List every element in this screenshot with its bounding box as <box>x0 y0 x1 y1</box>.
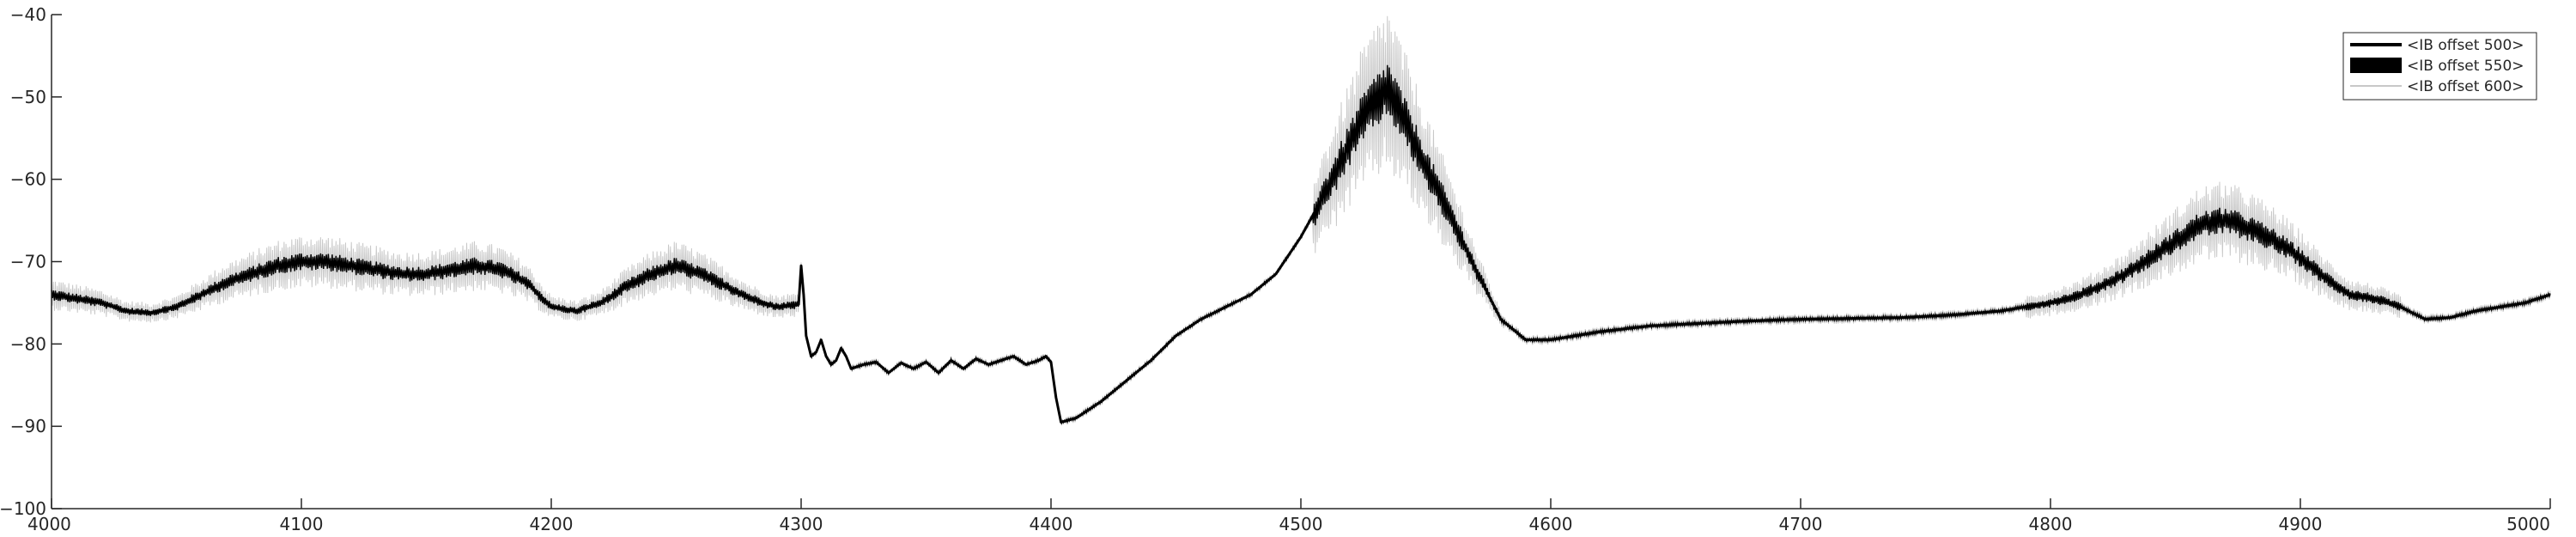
y-tick-label: −100 <box>0 498 46 519</box>
series-layer <box>51 15 2551 426</box>
x-tick-label: 4800 <box>2029 514 2073 534</box>
y-tick-label: −50 <box>10 87 46 107</box>
x-tick-label: 4000 <box>27 514 71 534</box>
y-tick-label: −70 <box>10 252 46 272</box>
legend: <IB offset 500> <IB offset 550> <IB offs… <box>2342 32 2537 101</box>
x-tick-label: 4300 <box>780 514 823 534</box>
x-tick-label: 4200 <box>530 514 574 534</box>
x-tick-label: 4500 <box>1279 514 1323 534</box>
y-tick-label: −90 <box>10 416 46 436</box>
y-tick-label: −40 <box>10 4 46 25</box>
series-line-ib-500 <box>51 87 2551 424</box>
legend-label-550: <IB offset 550> <box>2407 58 2524 75</box>
legend-label-500: <IB offset 500> <box>2407 37 2524 54</box>
x-tick-label: 5000 <box>2506 514 2550 534</box>
x-tick-label: 4100 <box>280 514 324 534</box>
y-tick-label: −60 <box>10 169 46 190</box>
legend-label-600: <IB offset 600> <box>2407 78 2524 95</box>
x-tick-label: 4700 <box>1779 514 1823 534</box>
x-tick-label: 4600 <box>1529 514 1573 534</box>
y-tick-label: −80 <box>10 333 46 354</box>
axes-layer: 4000 4100 4200 4300 4400 4500 4600 4700 4800 4900… <box>0 4 2551 534</box>
x-tick-label: 4400 <box>1030 514 1073 534</box>
x-tick-label: 4900 <box>2279 514 2323 534</box>
